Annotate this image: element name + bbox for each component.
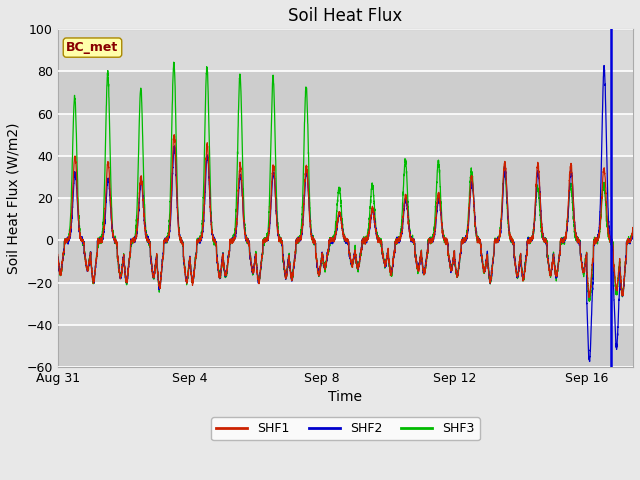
Bar	[58, 325, 633, 367]
Bar	[58, 283, 633, 325]
Title: Soil Heat Flux: Soil Heat Flux	[288, 7, 403, 25]
Legend: SHF1, SHF2, SHF3: SHF1, SHF2, SHF3	[211, 417, 479, 440]
X-axis label: Time: Time	[328, 390, 362, 404]
Y-axis label: Soil Heat Flux (W/m2): Soil Heat Flux (W/m2)	[7, 122, 21, 274]
Text: BC_met: BC_met	[67, 41, 118, 54]
Bar	[58, 72, 633, 114]
Bar	[58, 156, 633, 198]
Bar	[58, 29, 633, 72]
Bar	[58, 114, 633, 156]
Bar	[58, 240, 633, 283]
Bar	[58, 198, 633, 240]
